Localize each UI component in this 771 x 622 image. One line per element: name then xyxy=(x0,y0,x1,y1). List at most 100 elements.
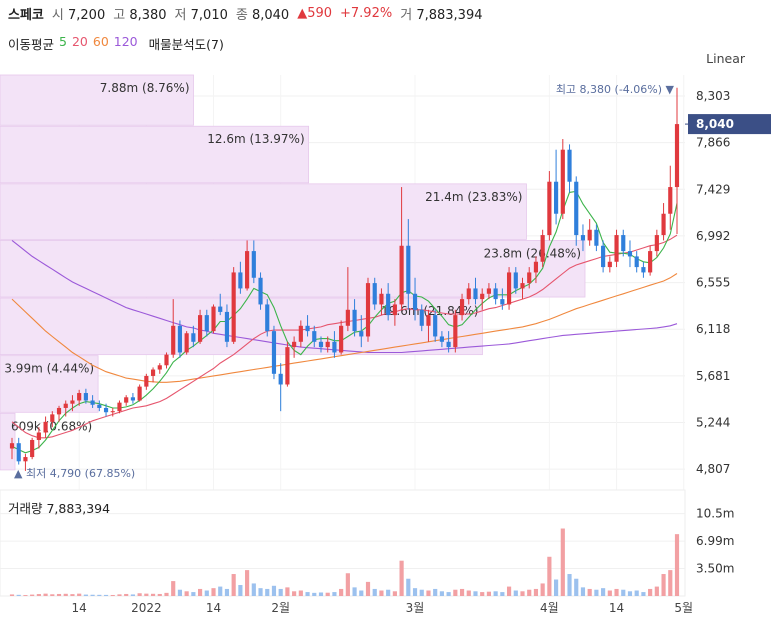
candle-body xyxy=(197,315,203,342)
volume-bar xyxy=(406,578,411,596)
candle-body xyxy=(493,288,498,300)
price-header: 스페코 시 7,200 고 8,380 저 7,010 종 8,040 ▲590… xyxy=(8,3,483,23)
candle xyxy=(372,277,377,310)
volume-bar xyxy=(621,589,626,596)
candle-body xyxy=(278,373,283,385)
candle xyxy=(278,363,283,412)
candle-body xyxy=(224,311,230,342)
time-tick-label: 5월 xyxy=(674,601,693,615)
candle xyxy=(231,267,236,344)
volume-bar xyxy=(674,534,680,596)
candle-body xyxy=(359,331,364,337)
candle-body xyxy=(399,245,404,305)
ma120-legend[interactable]: 120 xyxy=(113,34,138,49)
candle xyxy=(466,283,471,305)
candle xyxy=(453,309,458,353)
time-tick-label: 2022 xyxy=(131,601,162,615)
time-tick-label: 2월 xyxy=(271,601,290,615)
volume-bar xyxy=(171,581,176,596)
candle-body xyxy=(30,439,35,458)
candle xyxy=(211,304,216,334)
candle-body xyxy=(50,414,55,422)
candle xyxy=(171,299,176,358)
price-tick-label: 6,118 xyxy=(696,322,730,336)
volume-label: 거 xyxy=(400,7,413,23)
volume-bar xyxy=(117,594,122,596)
candle-body xyxy=(446,341,451,348)
time-tick-label: 14 xyxy=(72,601,87,615)
volume-bar xyxy=(204,590,209,596)
high-label: 고 xyxy=(113,7,126,23)
candle-body xyxy=(520,283,525,289)
candle xyxy=(587,219,592,246)
candle-body xyxy=(594,229,599,246)
candle-body xyxy=(90,400,95,405)
candle xyxy=(298,320,303,348)
volume-bar xyxy=(392,591,397,596)
volume-profile-legend[interactable]: 매물분석도(7) xyxy=(148,37,224,52)
candle-body xyxy=(130,397,135,401)
low-value: 7,010 xyxy=(190,7,228,23)
stock-name: 스페코 xyxy=(8,7,44,23)
candle-body xyxy=(157,365,162,370)
time-tick-label: 14 xyxy=(609,601,624,615)
candle-body xyxy=(459,299,465,316)
current-price-tag: 8,040 xyxy=(688,114,771,135)
volume-profile-label: 3.99m (4.44%) xyxy=(4,362,94,376)
price-tick-label: 8,303 xyxy=(696,89,730,103)
candle xyxy=(110,407,115,417)
candle xyxy=(103,403,109,417)
candle xyxy=(352,299,357,337)
candle xyxy=(345,267,350,332)
volume-bar xyxy=(30,594,35,596)
time-tick-label: 14 xyxy=(206,601,221,615)
candle-body xyxy=(43,421,48,433)
candle xyxy=(224,304,230,348)
candle-body xyxy=(506,272,512,305)
volume-bar xyxy=(251,583,256,596)
volume-bar xyxy=(466,590,471,596)
candle xyxy=(9,437,15,460)
ma60-legend[interactable]: 60 xyxy=(92,34,109,49)
candle-body xyxy=(480,293,485,300)
candle xyxy=(594,224,599,252)
open-label: 시 xyxy=(51,7,64,23)
candle xyxy=(459,293,465,321)
candle xyxy=(265,299,270,337)
candle-body xyxy=(527,272,532,284)
candle-body xyxy=(372,283,377,305)
candle xyxy=(50,411,55,428)
candle xyxy=(16,437,21,465)
candle xyxy=(386,283,391,321)
price-tick-label: 7,866 xyxy=(696,136,730,150)
candle xyxy=(621,229,626,257)
candle-body xyxy=(271,331,277,374)
candle xyxy=(674,87,680,235)
volume-profile-bar xyxy=(0,74,194,126)
volume-profile-label: 23.8m (26.48%) xyxy=(484,246,581,260)
candle-body xyxy=(63,403,68,408)
candle xyxy=(607,256,612,273)
candle xyxy=(527,267,532,289)
ma5-legend[interactable]: 5 xyxy=(59,34,67,49)
candle-body xyxy=(191,333,196,342)
volume-bar xyxy=(150,593,156,596)
volume-bar xyxy=(9,594,15,596)
candle-body xyxy=(265,304,270,332)
candle xyxy=(614,229,619,268)
candle-body xyxy=(211,306,216,332)
scale-mode-toggle[interactable]: Linear xyxy=(706,51,745,66)
volume-bar xyxy=(184,591,189,596)
candle-body xyxy=(513,272,518,289)
price-tick-label: 5,681 xyxy=(696,369,730,383)
volume-bar xyxy=(386,589,391,596)
candle xyxy=(406,219,411,310)
min-price-annotation: ▲ 최저 4,790 (67.85%) xyxy=(14,467,135,480)
ma20-legend[interactable]: 20 xyxy=(71,34,88,49)
candle-body xyxy=(392,304,397,316)
volume-bar xyxy=(238,585,243,596)
candle-body xyxy=(117,402,122,412)
ma-legend[interactable]: 이동평균 5 20 60 120 매물분석도(7) xyxy=(8,34,224,53)
candle-body xyxy=(601,245,606,268)
